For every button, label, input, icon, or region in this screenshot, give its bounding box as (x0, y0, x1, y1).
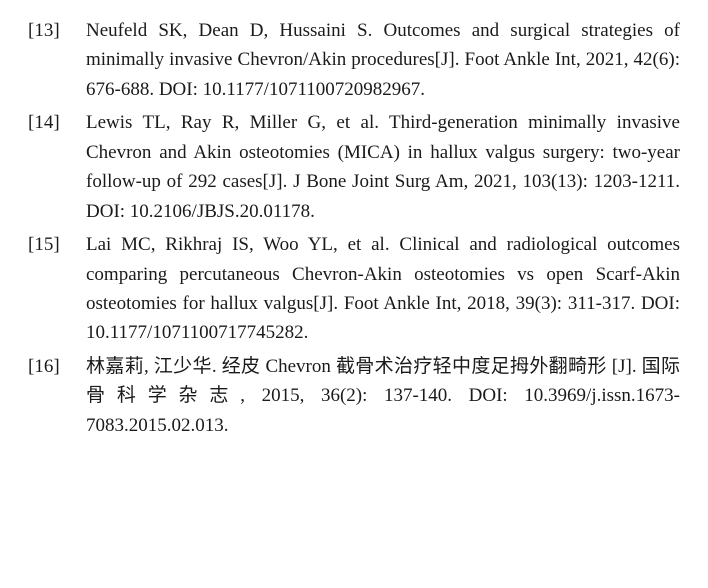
reference-text: Lai MC, Rikhraj IS, Woo YL, et al. Clini… (86, 230, 680, 348)
reference-item: [15]Lai MC, Rikhraj IS, Woo YL, et al. C… (28, 230, 680, 348)
reference-item: [13]Neufeld SK, Dean D, Hussaini S. Outc… (28, 16, 680, 104)
reference-text: Neufeld SK, Dean D, Hussaini S. Outcomes… (86, 16, 680, 104)
reference-item: [16]林嘉莉, 江少华. 经皮 Chevron 截骨术治疗轻中度足拇外翻畸形 … (28, 352, 680, 440)
reference-number: [13] (28, 16, 86, 104)
reference-text: 林嘉莉, 江少华. 经皮 Chevron 截骨术治疗轻中度足拇外翻畸形 [J].… (86, 352, 680, 440)
reference-text: Lewis TL, Ray R, Miller G, et al. Third-… (86, 108, 680, 226)
reference-number: [14] (28, 108, 86, 226)
reference-number: [16] (28, 352, 86, 440)
reference-item: [14]Lewis TL, Ray R, Miller G, et al. Th… (28, 108, 680, 226)
references-list: [13]Neufeld SK, Dean D, Hussaini S. Outc… (28, 16, 680, 440)
reference-number: [15] (28, 230, 86, 348)
